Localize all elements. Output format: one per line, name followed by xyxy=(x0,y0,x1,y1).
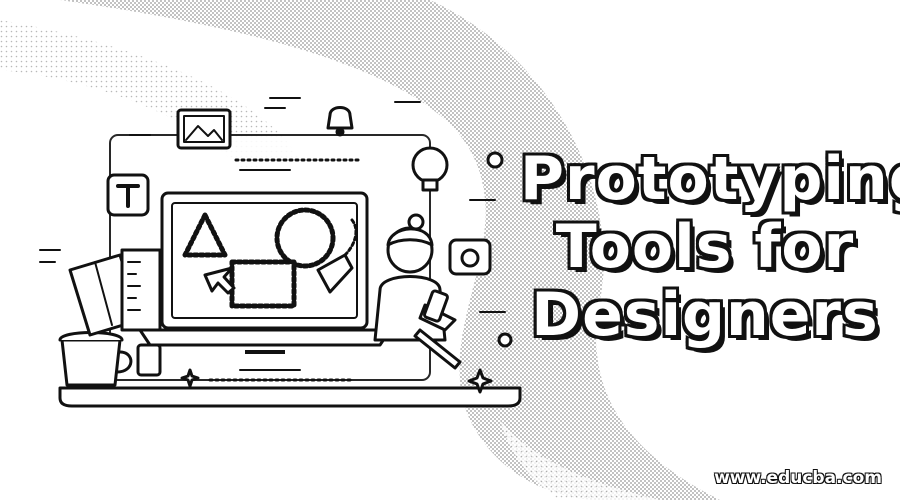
triangle-shape-icon xyxy=(182,212,228,258)
site-watermark: www.educba.com xyxy=(714,468,882,488)
cursor-arrow-icon xyxy=(203,266,236,295)
lightbulb-icon xyxy=(411,146,449,184)
title-line-1: Prototyping xyxy=(520,144,900,214)
designer-workspace-illustration xyxy=(39,97,522,408)
sparkle-icon xyxy=(467,368,493,394)
laptop-base-icon xyxy=(138,328,392,347)
coffee-cup-icon xyxy=(60,338,122,387)
phone-icon xyxy=(423,289,449,323)
ruler-icon xyxy=(120,248,162,332)
banner-title: Prototyping Tools for Designers xyxy=(520,144,900,350)
mobile-device-icon xyxy=(136,343,162,377)
bell-icon xyxy=(326,106,354,130)
circle-shape-icon xyxy=(274,207,336,269)
title-line-3: Designers xyxy=(531,280,879,350)
title-line-2: Tools for xyxy=(555,212,855,282)
small-gear-icon xyxy=(497,332,513,348)
square-shape-icon xyxy=(229,259,297,309)
stylus-icon xyxy=(413,328,462,370)
gear-icon xyxy=(486,151,504,169)
pen-tool-icon xyxy=(316,253,354,294)
desk-icon xyxy=(58,386,522,408)
sparkle-small-icon xyxy=(180,368,200,388)
